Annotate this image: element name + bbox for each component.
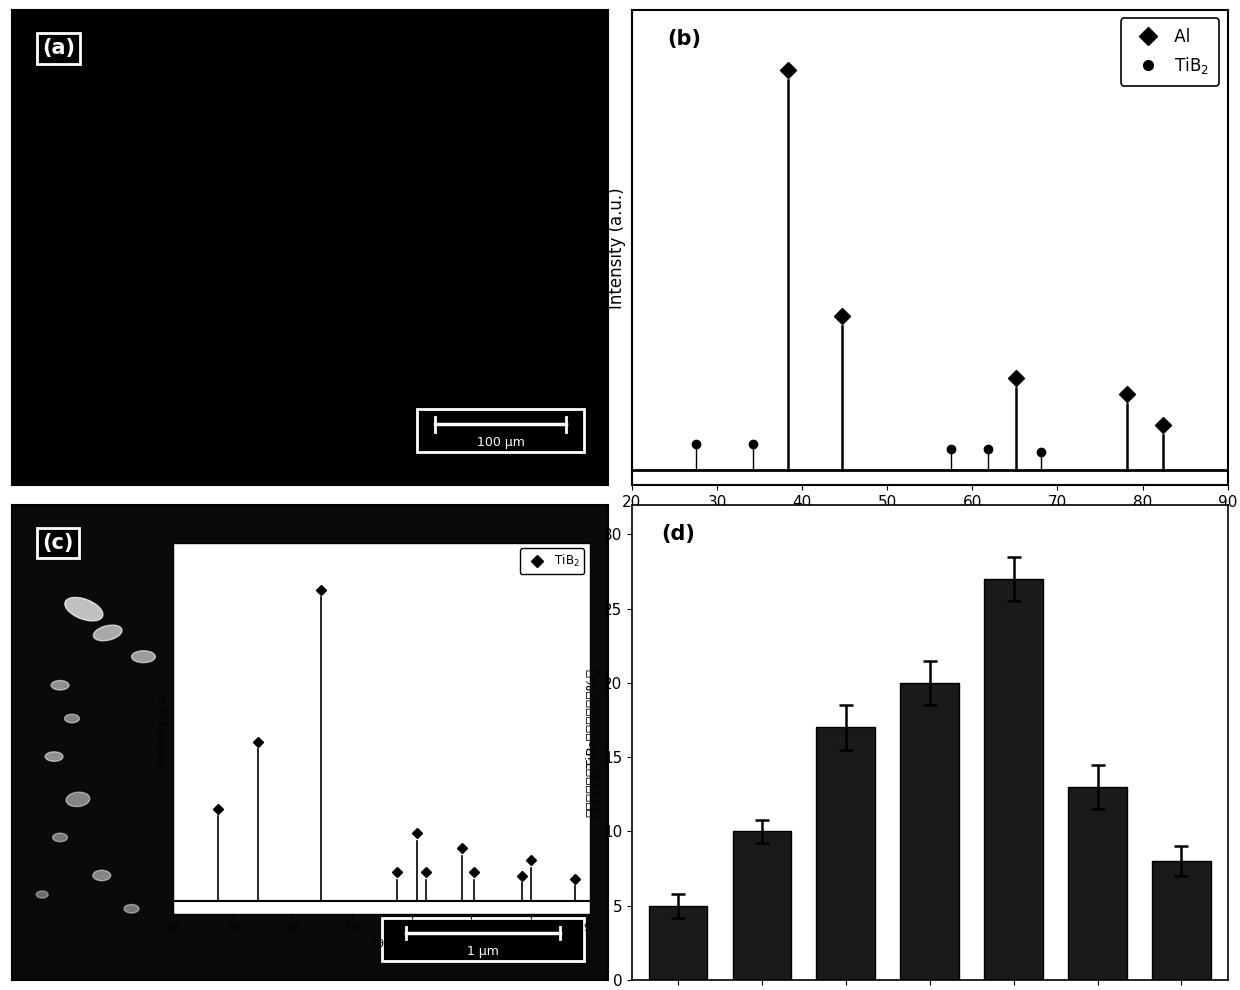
Text: 100 μm: 100 μm xyxy=(477,437,525,449)
Bar xyxy=(985,579,1043,980)
Ellipse shape xyxy=(64,597,103,621)
Ellipse shape xyxy=(131,650,155,662)
Ellipse shape xyxy=(52,834,67,841)
Text: (b): (b) xyxy=(667,29,702,49)
Ellipse shape xyxy=(64,714,79,723)
Bar xyxy=(649,906,708,980)
Text: (a): (a) xyxy=(42,39,76,58)
Ellipse shape xyxy=(124,905,139,913)
Ellipse shape xyxy=(93,625,122,641)
Bar xyxy=(1152,861,1210,980)
Bar xyxy=(382,919,584,961)
Bar xyxy=(816,728,875,980)
Ellipse shape xyxy=(51,680,69,690)
Legend:  Al,  TiB$_2$: Al, TiB$_2$ xyxy=(1121,18,1219,85)
Bar xyxy=(900,683,959,980)
Ellipse shape xyxy=(45,751,63,761)
Bar xyxy=(1068,787,1127,980)
Bar xyxy=(418,410,584,452)
Y-axis label: Intensity (a.u.): Intensity (a.u.) xyxy=(609,187,626,309)
Ellipse shape xyxy=(543,739,554,745)
Text: (c): (c) xyxy=(42,533,73,553)
Y-axis label: 不同粒径分布TiB₂颟粒百分比（%）: 不同粒径分布TiB₂颟粒百分比（%） xyxy=(584,667,599,817)
Ellipse shape xyxy=(66,792,89,807)
Ellipse shape xyxy=(36,891,48,898)
Bar xyxy=(733,832,791,980)
X-axis label: 2θ/°: 2θ/° xyxy=(911,516,949,534)
Text: 1 μm: 1 μm xyxy=(467,945,498,958)
Ellipse shape xyxy=(93,870,110,881)
Text: (d): (d) xyxy=(662,524,696,544)
